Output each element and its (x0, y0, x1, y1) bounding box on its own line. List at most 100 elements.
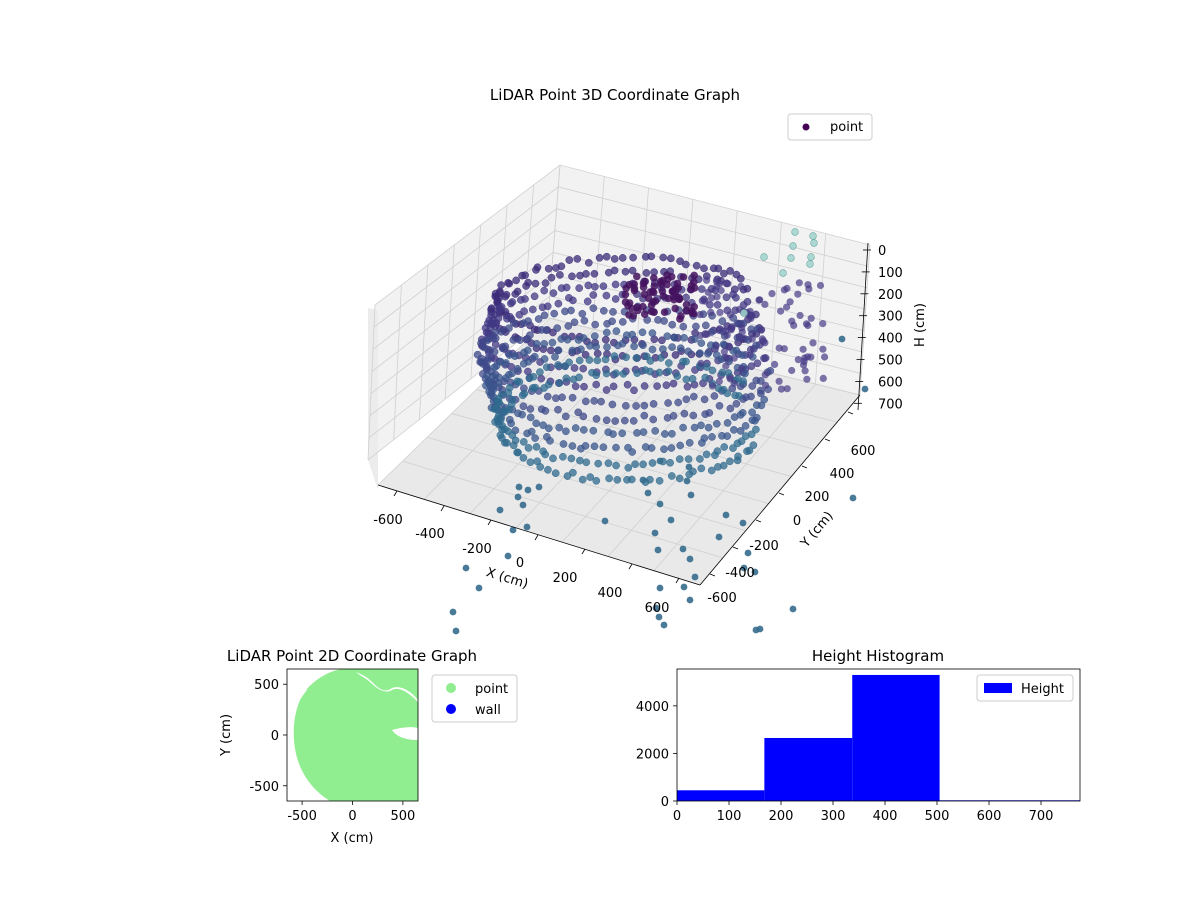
data-point (743, 297, 752, 306)
y-tick-label-3d: -400 (725, 566, 755, 581)
data-point (657, 280, 666, 289)
data-point (800, 357, 808, 365)
data-point (640, 411, 649, 420)
data-point (501, 342, 510, 351)
data-point (639, 428, 648, 436)
data-point (590, 269, 599, 278)
x-tick-label-histogram: 700 (1029, 809, 1054, 824)
tick-mark (824, 438, 831, 442)
grid-line (470, 224, 482, 379)
data-point (649, 400, 658, 408)
data-point (549, 289, 558, 297)
data-point (508, 395, 517, 404)
data-point (497, 390, 506, 399)
data-point (708, 382, 717, 390)
data-point (804, 281, 812, 289)
data-point (668, 320, 677, 329)
data-point (720, 348, 728, 356)
tick-mark (778, 492, 785, 496)
data-point (679, 423, 687, 432)
data-point (687, 281, 696, 290)
data-point (516, 336, 524, 344)
data-point (696, 349, 704, 358)
data-point (477, 339, 485, 348)
data-point (526, 413, 535, 422)
data-point (733, 439, 742, 448)
legend-2d-wall-label: wall (475, 703, 501, 718)
legend-3d-label: point (830, 120, 863, 135)
data-point (487, 311, 495, 320)
data-point (757, 326, 765, 334)
data-point (571, 382, 580, 391)
data-point (554, 361, 562, 369)
data-point (630, 342, 638, 351)
data-point (703, 276, 711, 284)
data-point (567, 306, 575, 315)
data-point (559, 440, 568, 448)
data-point (541, 279, 550, 287)
data-point (661, 430, 669, 438)
data-point (752, 341, 760, 350)
data-point (732, 399, 741, 408)
data-point (589, 304, 598, 313)
data-point (550, 309, 559, 318)
y-tick-label-3d: 400 (830, 467, 855, 482)
data-point (777, 307, 785, 315)
data-point (687, 491, 695, 499)
data-point (697, 331, 705, 340)
histogram-bars (677, 674, 1080, 801)
data-point (633, 429, 641, 437)
data-point (611, 417, 620, 425)
data-point (618, 339, 627, 348)
grid-line (423, 328, 595, 500)
data-point (732, 293, 740, 302)
y-tick-label-3d: 200 (805, 490, 830, 505)
data-point (640, 310, 649, 319)
data-point (697, 359, 705, 367)
data-point (682, 300, 691, 309)
data-point (684, 347, 693, 356)
data-point (680, 583, 688, 591)
data-point (740, 564, 748, 572)
data-point (702, 363, 711, 371)
data-point (561, 412, 570, 421)
histogram-bar (764, 737, 853, 801)
data-point (532, 339, 541, 348)
tick-mark (709, 573, 716, 577)
grid-line (370, 251, 865, 394)
data-point (704, 423, 713, 432)
data-point (593, 356, 602, 365)
data-point (570, 318, 579, 327)
data-point (575, 373, 583, 382)
data-point (679, 273, 688, 281)
data-point (692, 261, 701, 270)
plot-3d: LiDAR Point 3D Coordinate Graph -600 -400… (367, 86, 928, 635)
tick-mark (534, 534, 539, 541)
data-point (660, 621, 668, 629)
data-point (733, 456, 742, 465)
x-tick-label-2d: -500 (287, 809, 317, 824)
data-point (730, 413, 739, 421)
data-point (589, 426, 598, 435)
data-point (628, 330, 637, 339)
data-point (676, 257, 684, 266)
data-point (612, 461, 620, 470)
z-tick-label-3d: 600 (878, 375, 903, 390)
data-point (620, 416, 629, 425)
data-point (748, 408, 756, 417)
x-tick-label-2d: 500 (390, 809, 415, 824)
data-point (756, 625, 764, 633)
data-point (788, 366, 796, 375)
data-point (676, 344, 685, 353)
pane-back-x (368, 165, 870, 460)
data-point (755, 296, 763, 304)
data-point (544, 264, 553, 273)
data-point (543, 302, 552, 311)
data-point (542, 326, 551, 334)
data-point (531, 383, 539, 392)
data-point (513, 287, 522, 296)
grid-line (515, 350, 684, 529)
data-point (713, 300, 722, 309)
z-tick-label-3d: 700 (878, 397, 903, 412)
